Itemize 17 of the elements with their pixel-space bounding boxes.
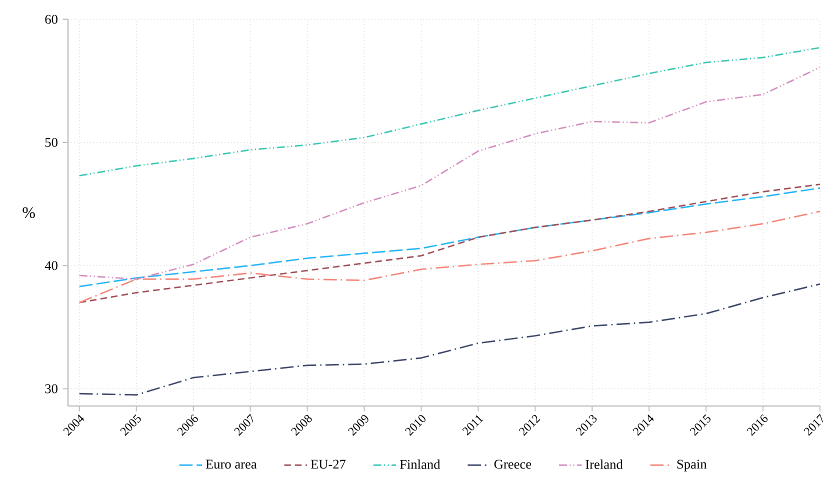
- legend-label: EU-27: [310, 460, 346, 469]
- y-tick-label: 50: [45, 138, 58, 147]
- line-series: [78, 184, 820, 304]
- legend-label: Greece: [494, 460, 532, 469]
- legend-label: Ireland: [586, 460, 623, 469]
- line-series: [78, 210, 820, 304]
- legend-label: Finland: [400, 460, 440, 469]
- y-tick-label: 40: [44, 261, 58, 270]
- line-series: [78, 46, 820, 176]
- line-series: [78, 66, 820, 280]
- line-series: [78, 187, 820, 288]
- line-series: [78, 283, 820, 396]
- y-axis-title: %: [22, 207, 35, 218]
- legend-label: Euro area: [206, 460, 257, 469]
- y-tick-label: 30: [45, 384, 58, 394]
- legend-label: Spain: [677, 460, 707, 472]
- y-tick-label: 60: [45, 14, 58, 24]
